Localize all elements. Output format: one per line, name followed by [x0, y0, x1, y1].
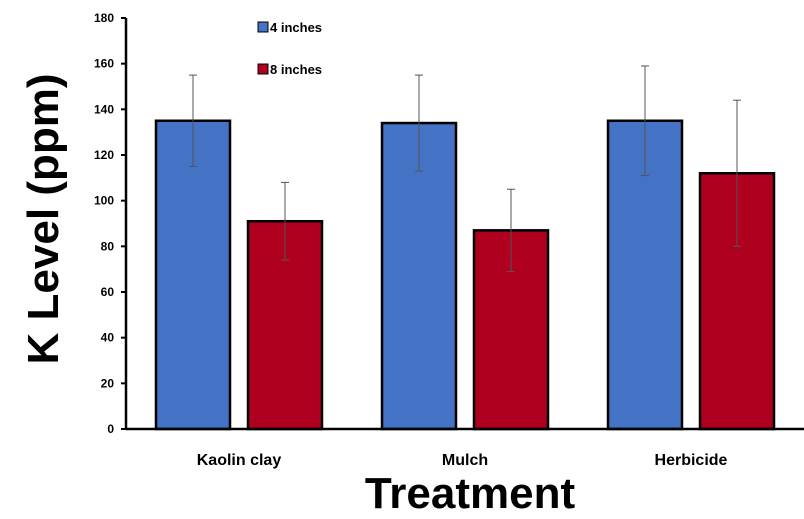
y-tick-label: 140 — [94, 102, 114, 116]
bar-mulch-4-inches — [380, 121, 458, 431]
y-tick-label: 160 — [94, 57, 114, 71]
y-axis-title: K Level (ppm) — [19, 74, 68, 365]
legend-swatch-4-inches — [257, 21, 269, 33]
bar-kaolin-clay-4-inches — [154, 119, 232, 431]
legend-label: 4 inches — [270, 20, 322, 35]
y-tick-label: 120 — [94, 148, 114, 162]
y-tick-label: 80 — [101, 239, 115, 253]
y-tick-label: 40 — [101, 331, 115, 345]
legend: 4 inches 8 inches — [257, 20, 322, 77]
x-tick-label: Mulch — [442, 452, 488, 469]
x-tick-label: Herbicide — [655, 452, 728, 469]
axes-layer: Kaolin clay Mulch Herbicide 0 20 40 60 80 100 120… — [94, 11, 804, 469]
x-tick-label: Kaolin clay — [197, 452, 282, 469]
legend-label: 8 inches — [270, 62, 322, 77]
legend-swatch-8-inches — [257, 63, 269, 75]
x-axis-title: Treatment — [365, 469, 576, 514]
y-tick-label: 20 — [101, 376, 115, 390]
bars-layer — [154, 119, 776, 431]
y-tick-label: 0 — [107, 422, 114, 436]
y-tick-label: 180 — [94, 11, 114, 25]
y-tick-label: 60 — [101, 285, 115, 299]
error-bars-layer — [189, 65, 741, 272]
bar-herbicide-4-inches — [606, 119, 684, 431]
y-tick-label: 100 — [94, 194, 114, 208]
